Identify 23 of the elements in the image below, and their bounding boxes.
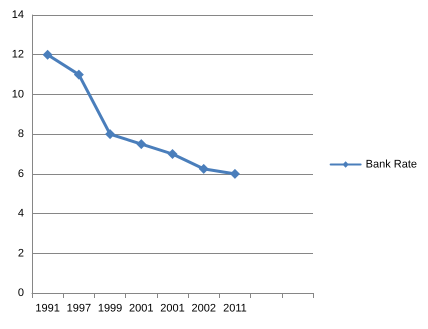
x-tick-label: 2002: [191, 302, 216, 314]
x-tick-label: 1991: [35, 302, 60, 314]
point: [105, 129, 116, 140]
y-tick-label: 4: [18, 208, 24, 220]
y-tick-label: 10: [12, 88, 24, 100]
point: [74, 70, 84, 80]
y-tick-label: 0: [18, 287, 24, 299]
x-tick-label: 1999: [98, 302, 122, 314]
y-tick-label: 14: [12, 9, 24, 21]
x-tick-label: 2011: [223, 302, 247, 314]
y-tick-label: 6: [18, 168, 24, 180]
point: [136, 139, 146, 150]
x-tick-label: 2001: [129, 302, 154, 314]
y-tick-label: 2: [18, 247, 24, 260]
x-tick-label: 1997: [66, 302, 92, 314]
point: [42, 50, 53, 60]
x-tick-label: 2001: [160, 302, 185, 314]
y-tick-label: 12: [12, 48, 24, 61]
legend-label: Bank Rate: [366, 158, 418, 170]
point: [230, 168, 240, 179]
point: [198, 164, 209, 174]
point: [168, 149, 178, 159]
y-tick-label: 8: [18, 128, 24, 140]
